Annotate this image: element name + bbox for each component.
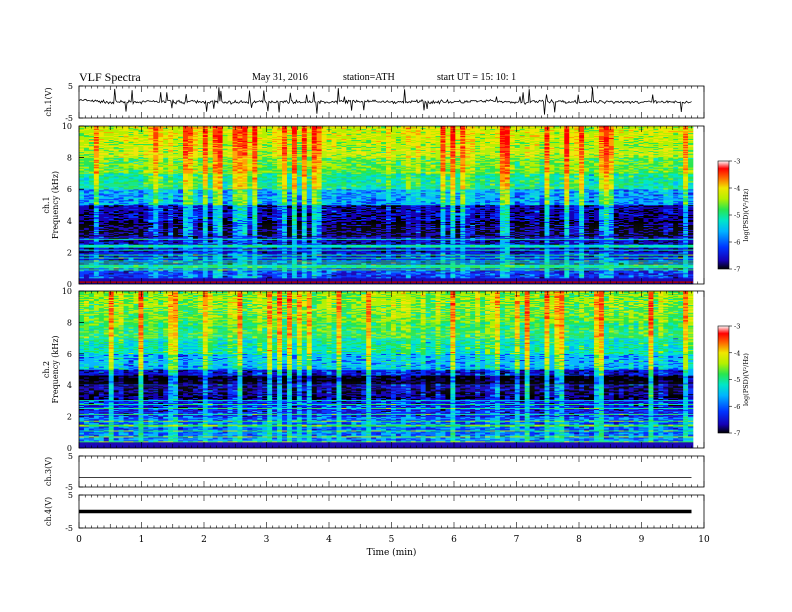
ytick-label: 8 <box>67 154 72 163</box>
start-time-label: start UT = 15: 10: 1 <box>437 72 516 83</box>
ytick-label: 6 <box>67 185 72 194</box>
ytick-label: 10 <box>62 122 72 131</box>
xtick-label: 7 <box>514 535 520 545</box>
waveform-ch1-waveform <box>78 87 692 115</box>
xtick-label: 2 <box>201 535 207 545</box>
waveform-axis-label: ch.3(V) <box>44 457 53 486</box>
chart-title: VLF Spectra <box>79 70 141 85</box>
ytick-label: 10 <box>62 287 72 296</box>
ytick-label: 5 <box>68 452 73 461</box>
frequency-axis-label: Frequency (kHz) <box>51 335 60 403</box>
frequency-axis-label: Frequency (kHz) <box>51 171 60 239</box>
colorbar-tick-label: -5 <box>734 212 740 220</box>
colorbar-tick-label: -3 <box>734 323 740 331</box>
ytick-label: -5 <box>65 114 73 123</box>
xtick-label: 9 <box>639 535 645 545</box>
date-label: May 31, 2016 <box>252 72 308 83</box>
waveform-axis-label: ch.4(V) <box>44 497 53 526</box>
colorbar-tick-label: -6 <box>734 239 740 247</box>
colorbar-tick-label: -4 <box>734 185 740 193</box>
channel-label: ch.2 <box>42 361 51 378</box>
colorbar-tick-label: -7 <box>734 430 740 438</box>
ytick-label: 4 <box>67 217 72 226</box>
ch1-trace <box>78 87 692 115</box>
colorbar-label: log(PSD)(V²/Hz) <box>742 188 750 241</box>
colorbar-label: log(PSD)(V²/Hz) <box>742 353 750 406</box>
xtick-label: 4 <box>326 535 332 545</box>
ytick-label: -5 <box>65 483 73 492</box>
ytick-label: 5 <box>68 491 73 500</box>
ytick-label: 2 <box>67 248 72 257</box>
ytick-label: 0 <box>67 444 72 453</box>
colorbar-tick-label: -4 <box>734 349 740 357</box>
ytick-label: 8 <box>67 318 72 327</box>
xtick-label: 8 <box>576 535 582 545</box>
xtick-label: 3 <box>264 535 270 545</box>
xaxis-label: Time (min) <box>367 547 417 558</box>
spectrogram-ch1 <box>79 126 694 285</box>
colorbar <box>717 160 730 270</box>
waveform-axis-label: ch.1(V) <box>44 87 53 116</box>
colorbar-tick-label: -3 <box>734 158 740 166</box>
xtick-label: 5 <box>389 535 395 545</box>
ytick-label: 4 <box>67 381 72 390</box>
spectrogram-ch2 <box>79 291 694 449</box>
ytick-label: 5 <box>68 82 73 91</box>
ytick-label: 0 <box>67 280 72 289</box>
station-label: station=ATH <box>343 72 395 83</box>
colorbar-tick-label: -7 <box>734 266 740 274</box>
ytick-label: 6 <box>67 350 72 359</box>
colorbar <box>717 325 730 434</box>
xtick-label: 6 <box>451 535 457 545</box>
ytick-label: -5 <box>65 524 73 533</box>
colorbar-tick-label: -6 <box>734 403 740 411</box>
colorbar-tick-label: -5 <box>734 376 740 384</box>
channel-label: ch.1 <box>42 196 51 213</box>
xtick-label: 10 <box>698 535 710 545</box>
xtick-label: 0 <box>76 535 82 545</box>
ytick-label: 2 <box>67 413 72 422</box>
xtick-label: 1 <box>139 535 145 545</box>
